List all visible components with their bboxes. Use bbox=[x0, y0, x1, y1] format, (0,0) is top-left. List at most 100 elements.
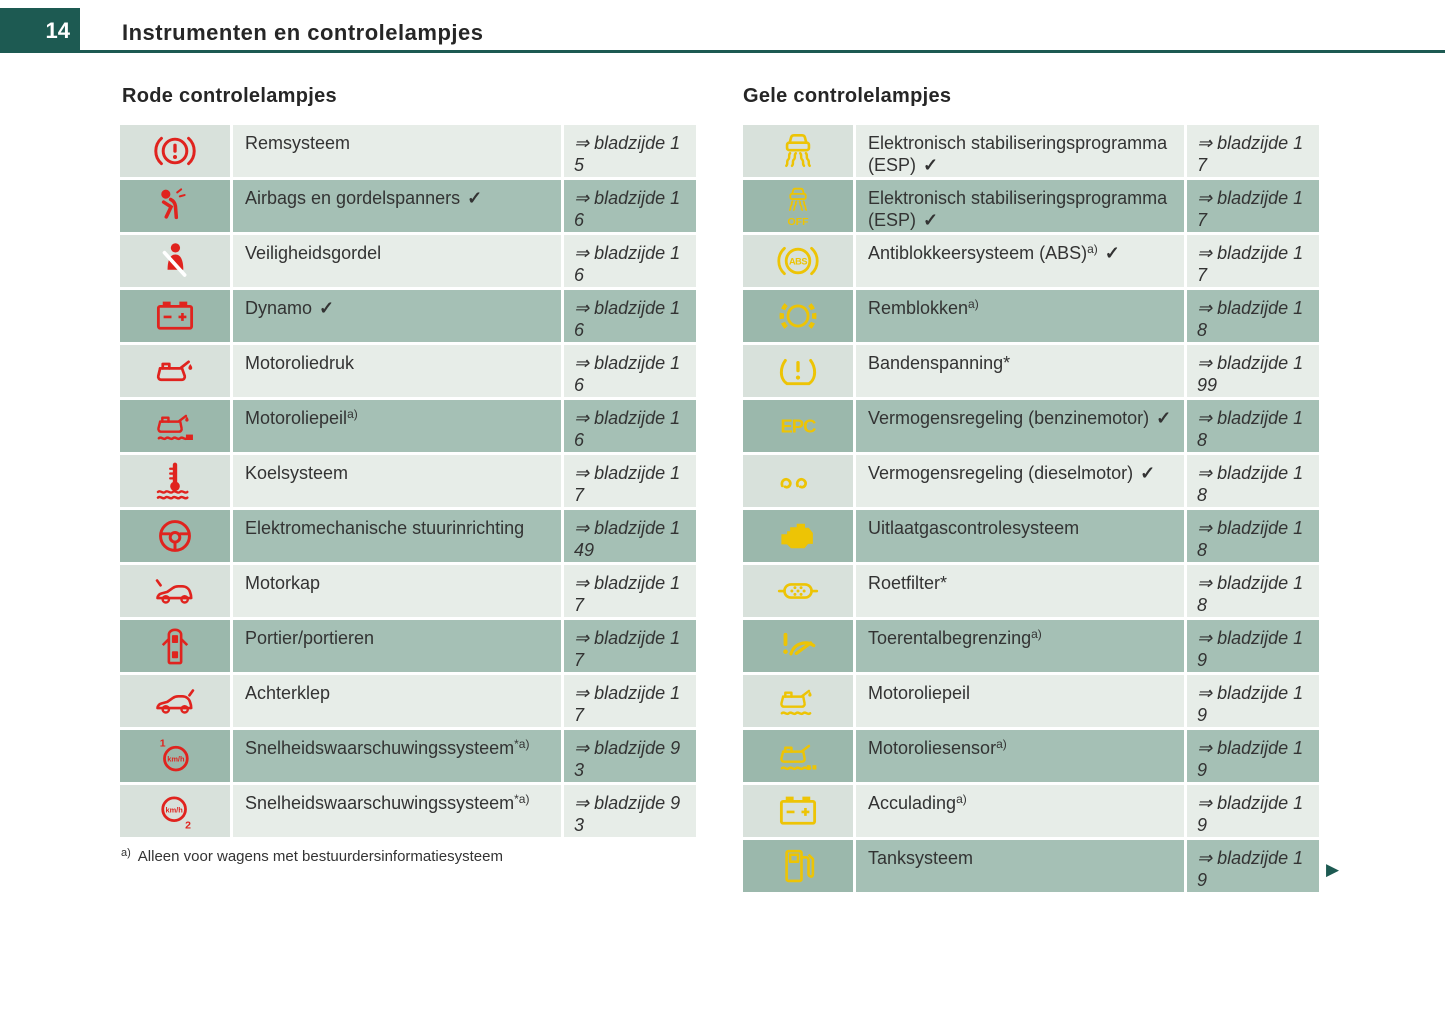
esp-icon bbox=[743, 125, 853, 177]
esp-off-icon: OFF bbox=[743, 180, 853, 232]
yellow-lamps-table: Elektronisch stabiliseringsprogramma (ES… bbox=[743, 125, 1319, 895]
ref-prefix: ⇒ bladzijde bbox=[574, 573, 666, 593]
ref-prefix: ⇒ bladzijde bbox=[574, 188, 666, 208]
lamp-label-cell: Elektromechanische stuurinrichting bbox=[233, 510, 561, 562]
engine-icon bbox=[743, 510, 853, 562]
svg-text:1: 1 bbox=[160, 737, 166, 749]
lamp-label: Remblokken bbox=[868, 298, 969, 318]
footnote-marker: a) bbox=[1031, 627, 1042, 641]
table-row: Tanksysteem ⇒ bladzijde 19 bbox=[743, 840, 1319, 892]
page-reference: ⇒ bladzijde 16 bbox=[564, 235, 696, 287]
page-reference: ⇒ bladzijde 18 bbox=[1187, 290, 1319, 342]
lamp-label-cell: Motoroliepeila) bbox=[233, 400, 561, 452]
page-reference: ⇒ bladzijde 16 bbox=[564, 290, 696, 342]
ref-prefix: ⇒ bladzijde bbox=[1197, 738, 1289, 758]
oil-level-yellow-icon bbox=[743, 675, 853, 727]
lamp-label-cell: Motoroliesensora) bbox=[856, 730, 1184, 782]
lamp-label: Remsysteem bbox=[245, 133, 351, 153]
header-rule bbox=[80, 50, 1445, 53]
lamp-label-cell: Vermogensregeling (dieselmotor) ✓ bbox=[856, 455, 1184, 507]
page-number-badge: 14 bbox=[0, 8, 80, 53]
table-row: Portier/portieren ⇒ bladzijde 17 bbox=[120, 620, 696, 672]
lamp-label: Motoroliepeil bbox=[868, 683, 971, 703]
ref-prefix: ⇒ bladzijde bbox=[1197, 298, 1289, 318]
table-row: Motoroliepeil ⇒ bladzijde 19 bbox=[743, 675, 1319, 727]
page-ref-number: 16 bbox=[574, 243, 681, 285]
lamp-label: Motoroliesensor bbox=[868, 738, 997, 758]
lamp-label: Tanksysteem bbox=[868, 848, 974, 868]
page-reference: ⇒ bladzijde 93 bbox=[564, 730, 696, 782]
lamp-label-cell: Achterklep bbox=[233, 675, 561, 727]
table-row: EPC Vermogensregeling (benzinemotor) ✓ ⇒ bl… bbox=[743, 400, 1319, 452]
lamp-label-cell: Portier/portieren bbox=[233, 620, 561, 672]
ref-prefix: ⇒ bladzijde bbox=[574, 518, 666, 538]
ref-prefix: ⇒ bladzijde bbox=[574, 243, 666, 263]
lamp-label-cell: Vermogensregeling (benzinemotor) ✓ bbox=[856, 400, 1184, 452]
lamp-label: Portier/portieren bbox=[245, 628, 375, 648]
lamp-label-cell: Motorkap bbox=[233, 565, 561, 617]
table-row: Achterklep ⇒ bladzijde 17 bbox=[120, 675, 696, 727]
table-row: Motoroliepeila) ⇒ bladzijde 16 bbox=[120, 400, 696, 452]
page-number: 14 bbox=[45, 17, 70, 43]
seatbelt-icon bbox=[120, 235, 230, 287]
lamp-label-cell: Airbags en gordelspanners ✓ bbox=[233, 180, 561, 232]
lamp-label: Bandenspanning* bbox=[868, 353, 1011, 373]
ref-prefix: ⇒ bladzijde bbox=[1197, 848, 1289, 868]
speed-warning-2-icon: km/h 2 bbox=[120, 785, 230, 837]
table-row: Remblokkena) ⇒ bladzijde 18 bbox=[743, 290, 1319, 342]
checkmark-icon: ✓ bbox=[319, 298, 335, 318]
ref-prefix: ⇒ bladzijde bbox=[1197, 243, 1289, 263]
page-reference: ⇒ bladzijde 17 bbox=[564, 620, 696, 672]
lamp-label: Acculading bbox=[868, 793, 957, 813]
footnote-marker: a) bbox=[1087, 242, 1098, 256]
table-row: Motorkap ⇒ bladzijde 17 bbox=[120, 565, 696, 617]
lamp-label: Koelsysteem bbox=[245, 463, 349, 483]
lamp-label: Snelheidswaarschuwingssysteem bbox=[245, 738, 515, 758]
red-lamps-table: Remsysteem ⇒ bladzijde 15 Airbags en gorde… bbox=[120, 125, 696, 840]
page-ref-number: 17 bbox=[1197, 243, 1304, 285]
table-row: Koelsysteem ⇒ bladzijde 17 bbox=[120, 455, 696, 507]
lamp-label: Elektronisch stabiliseringsprogramma (ES… bbox=[868, 133, 1168, 175]
svg-text:km/h: km/h bbox=[165, 805, 183, 814]
lamp-label: Toerentalbegrenzing bbox=[868, 628, 1032, 648]
ref-prefix: ⇒ bladzijde bbox=[1197, 683, 1289, 703]
lamp-label: Motorkap bbox=[245, 573, 321, 593]
page-reference: ⇒ bladzijde 149 bbox=[564, 510, 696, 562]
lamp-label-cell: Elektronisch stabiliseringsprogramma (ES… bbox=[856, 180, 1184, 232]
ref-prefix: ⇒ bladzijde bbox=[1197, 353, 1289, 373]
table-row: Toerentalbegrenzinga) ⇒ bladzijde 19 bbox=[743, 620, 1319, 672]
table-row: Motoroliesensora) ⇒ bladzijde 19 bbox=[743, 730, 1319, 782]
page-ref-number: 19 bbox=[1197, 738, 1304, 780]
ref-prefix: ⇒ bladzijde bbox=[1197, 518, 1289, 538]
next-page-arrow-icon: ▶ bbox=[1326, 860, 1340, 879]
particulate-filter-icon bbox=[743, 565, 853, 617]
ref-prefix: ⇒ bladzijde bbox=[1197, 188, 1289, 208]
table-row: Motoroliedruk ⇒ bladzijde 16 bbox=[120, 345, 696, 397]
lamp-label-cell: Snelheidswaarschuwingssysteem*a) bbox=[233, 730, 561, 782]
svg-text:ABS: ABS bbox=[789, 257, 807, 267]
page-reference: ⇒ bladzijde 19 bbox=[1187, 730, 1319, 782]
brake-pads-icon bbox=[743, 290, 853, 342]
lamp-label-cell: Roetfilter* bbox=[856, 565, 1184, 617]
abs-icon: ABS bbox=[743, 235, 853, 287]
svg-text:km/h: km/h bbox=[167, 755, 185, 764]
tailgate-icon bbox=[120, 675, 230, 727]
footnote-text: Alleen voor wagens met bestuurdersinform… bbox=[137, 848, 503, 865]
ref-prefix: ⇒ bladzijde bbox=[1197, 463, 1289, 483]
page-ref-number: 17 bbox=[1197, 133, 1304, 175]
page-reference: ⇒ bladzijde 16 bbox=[564, 400, 696, 452]
footnote-marker: *a) bbox=[514, 792, 530, 806]
table-row: Dynamo ✓ ⇒ bladzijde 16 bbox=[120, 290, 696, 342]
lamp-label-cell: Elektronisch stabiliseringsprogramma (ES… bbox=[856, 125, 1184, 177]
oil-pressure-icon bbox=[120, 345, 230, 397]
footnote-marker: a) bbox=[121, 847, 131, 859]
page-ref-number: 17 bbox=[574, 463, 681, 505]
lamp-label: Snelheidswaarschuwingssysteem bbox=[245, 793, 515, 813]
page-ref-number: 19 bbox=[1197, 793, 1304, 835]
page-ref-number: 93 bbox=[574, 738, 681, 780]
page-ref-number: 16 bbox=[574, 408, 681, 450]
page-ref-number: 19 bbox=[1197, 628, 1304, 670]
checkmark-icon: ✓ bbox=[467, 188, 483, 208]
page-ref-number: 16 bbox=[574, 353, 681, 395]
